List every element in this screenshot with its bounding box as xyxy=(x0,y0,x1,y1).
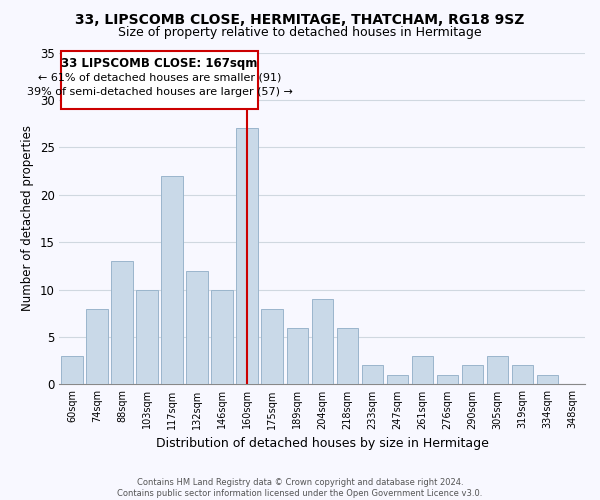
FancyBboxPatch shape xyxy=(61,50,259,110)
Bar xyxy=(537,375,558,384)
X-axis label: Distribution of detached houses by size in Hermitage: Distribution of detached houses by size … xyxy=(156,437,488,450)
Bar xyxy=(311,299,333,384)
Text: ← 61% of detached houses are smaller (91): ← 61% of detached houses are smaller (91… xyxy=(38,72,281,83)
Bar xyxy=(487,356,508,384)
Bar xyxy=(236,128,258,384)
Bar xyxy=(187,270,208,384)
Bar xyxy=(362,366,383,384)
Bar xyxy=(337,328,358,384)
Bar xyxy=(386,375,408,384)
Bar xyxy=(412,356,433,384)
Bar xyxy=(211,290,233,384)
Bar xyxy=(287,328,308,384)
Bar xyxy=(437,375,458,384)
Bar xyxy=(462,366,483,384)
Text: 39% of semi-detached houses are larger (57) →: 39% of semi-detached houses are larger (… xyxy=(26,86,292,97)
Bar xyxy=(512,366,533,384)
Bar xyxy=(112,261,133,384)
Text: Size of property relative to detached houses in Hermitage: Size of property relative to detached ho… xyxy=(118,26,482,39)
Text: Contains HM Land Registry data © Crown copyright and database right 2024.
Contai: Contains HM Land Registry data © Crown c… xyxy=(118,478,482,498)
Text: 33, LIPSCOMB CLOSE, HERMITAGE, THATCHAM, RG18 9SZ: 33, LIPSCOMB CLOSE, HERMITAGE, THATCHAM,… xyxy=(76,12,524,26)
Bar xyxy=(161,176,182,384)
Text: 33 LIPSCOMB CLOSE: 167sqm: 33 LIPSCOMB CLOSE: 167sqm xyxy=(61,57,257,70)
Bar xyxy=(262,308,283,384)
Bar xyxy=(86,308,107,384)
Y-axis label: Number of detached properties: Number of detached properties xyxy=(21,126,34,312)
Bar xyxy=(136,290,158,384)
Bar xyxy=(61,356,83,384)
